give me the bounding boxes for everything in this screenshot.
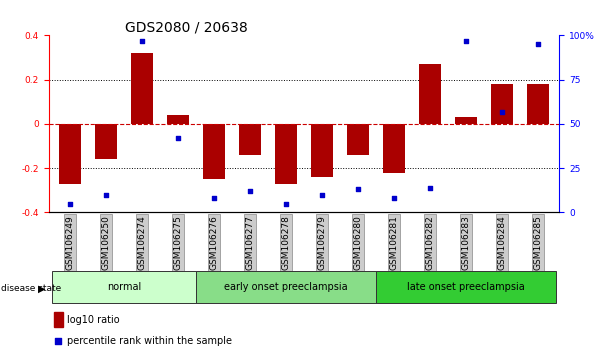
Text: GSM106280: GSM106280 [353, 215, 362, 270]
Point [102, 192, 111, 198]
Bar [527, 84, 548, 124]
Bar [131, 53, 153, 124]
Point [173, 135, 183, 141]
Text: GSM106250: GSM106250 [102, 215, 111, 270]
Text: GSM106275: GSM106275 [174, 215, 182, 270]
Text: GSM106276: GSM106276 [210, 215, 219, 270]
Point [533, 41, 543, 47]
Point [353, 187, 363, 192]
Bar [491, 84, 513, 124]
Point [425, 185, 435, 190]
Text: ▶: ▶ [38, 284, 46, 293]
Point [389, 195, 399, 201]
Bar [167, 115, 189, 124]
Bar [347, 124, 368, 155]
Bar [95, 124, 117, 159]
Point [137, 38, 147, 44]
Text: GSM106285: GSM106285 [533, 215, 542, 270]
Text: GSM106284: GSM106284 [497, 215, 506, 270]
Bar [203, 124, 225, 179]
Text: GSM106277: GSM106277 [246, 215, 255, 270]
Text: GDS2080 / 20638: GDS2080 / 20638 [125, 20, 248, 34]
Bar [419, 64, 441, 124]
Text: log10 ratio: log10 ratio [67, 315, 120, 325]
Point [281, 201, 291, 206]
Text: late onset preeclampsia: late onset preeclampsia [407, 282, 525, 292]
Text: GSM106282: GSM106282 [426, 215, 434, 270]
Bar [275, 124, 297, 184]
Text: normal: normal [107, 282, 141, 292]
Text: GSM106281: GSM106281 [389, 215, 398, 270]
FancyBboxPatch shape [52, 271, 196, 303]
Text: GSM106274: GSM106274 [137, 215, 147, 270]
Bar [455, 117, 477, 124]
Bar [54, 312, 63, 327]
Text: early onset preeclampsia: early onset preeclampsia [224, 282, 348, 292]
Bar [240, 124, 261, 155]
Text: percentile rank within the sample: percentile rank within the sample [67, 336, 232, 346]
Point [461, 38, 471, 44]
Bar [311, 124, 333, 177]
Point [317, 192, 327, 198]
Point [209, 195, 219, 201]
Text: GSM106278: GSM106278 [282, 215, 291, 270]
Point [497, 109, 506, 114]
Text: disease state: disease state [1, 284, 61, 293]
Point [54, 338, 63, 344]
Text: GSM106249: GSM106249 [66, 215, 75, 270]
Point [245, 188, 255, 194]
FancyBboxPatch shape [196, 271, 376, 303]
Bar [60, 124, 81, 184]
FancyBboxPatch shape [376, 271, 556, 303]
Point [65, 201, 75, 206]
Text: GSM106283: GSM106283 [461, 215, 471, 270]
Text: GSM106279: GSM106279 [317, 215, 326, 270]
Bar [383, 124, 405, 172]
